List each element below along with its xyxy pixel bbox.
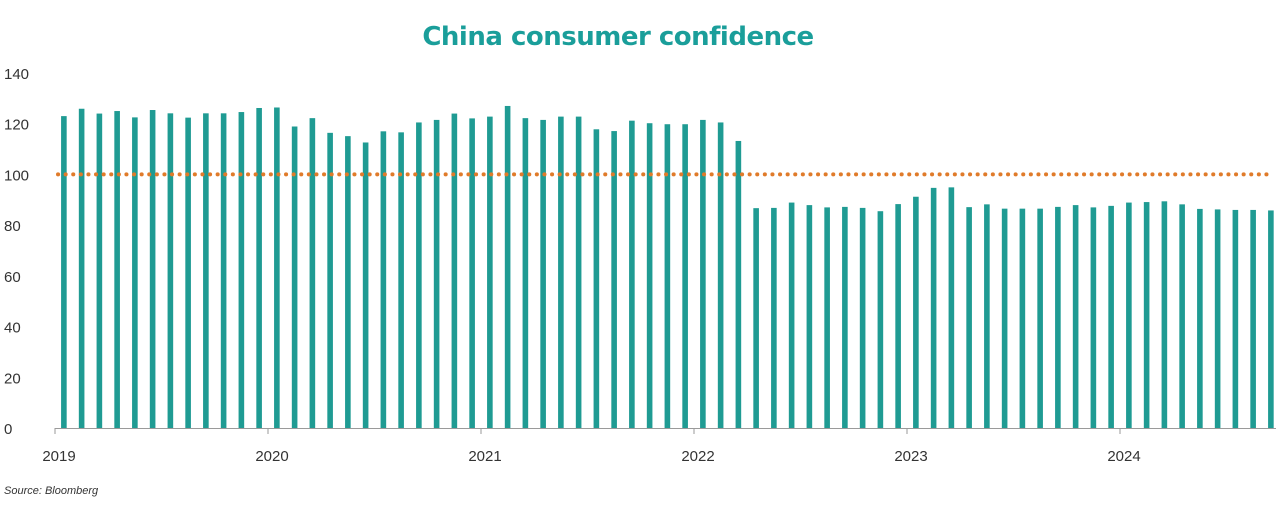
x-tick-label: 2022 bbox=[681, 448, 714, 465]
bar bbox=[1232, 209, 1239, 428]
bar bbox=[167, 113, 174, 428]
bar bbox=[291, 126, 298, 428]
y-tick-label: 140 bbox=[4, 66, 29, 83]
bar bbox=[487, 116, 493, 429]
bar bbox=[788, 202, 795, 428]
bar bbox=[1037, 208, 1043, 428]
bar bbox=[664, 124, 671, 428]
bar bbox=[96, 113, 103, 428]
x-tick-label: 2020 bbox=[255, 448, 288, 465]
bar bbox=[1250, 209, 1256, 428]
bar bbox=[309, 118, 316, 428]
bar bbox=[433, 119, 440, 428]
y-axis-ticks: 0 20 40 60 80 100 120 140 bbox=[4, 66, 29, 438]
bar bbox=[859, 207, 866, 428]
bar bbox=[345, 136, 351, 428]
bar bbox=[806, 205, 813, 428]
bar bbox=[1197, 208, 1203, 428]
bar bbox=[1143, 202, 1150, 428]
y-tick-label: 0 bbox=[4, 421, 12, 438]
bar bbox=[114, 111, 120, 428]
bar bbox=[185, 117, 191, 428]
bar bbox=[451, 113, 458, 428]
bar bbox=[78, 108, 85, 428]
bar bbox=[735, 140, 742, 428]
bar bbox=[256, 107, 262, 429]
bar bbox=[877, 211, 884, 428]
bar bbox=[1072, 205, 1079, 428]
bar bbox=[771, 207, 777, 428]
x-axis-ticks: 2019 2020 2021 2022 2023 2024 bbox=[42, 428, 1141, 465]
x-tick-label: 2024 bbox=[1107, 448, 1140, 465]
bar bbox=[1055, 206, 1061, 428]
y-tick-label: 120 bbox=[4, 117, 29, 134]
x-tick-label: 2023 bbox=[894, 448, 927, 465]
bar bbox=[416, 122, 422, 428]
bar bbox=[274, 107, 280, 429]
bar bbox=[930, 187, 937, 428]
y-tick-label: 60 bbox=[4, 269, 21, 286]
bar bbox=[132, 117, 138, 429]
bar bbox=[824, 207, 830, 428]
bar bbox=[1090, 207, 1097, 428]
bar bbox=[504, 105, 511, 429]
y-tick-label: 20 bbox=[4, 370, 21, 387]
bar bbox=[575, 116, 582, 429]
bar bbox=[398, 132, 404, 428]
bar bbox=[753, 208, 759, 428]
bar bbox=[238, 112, 245, 429]
bar bbox=[203, 113, 209, 428]
y-tick-label: 40 bbox=[4, 320, 21, 337]
y-tick-label: 100 bbox=[4, 167, 29, 184]
bar bbox=[913, 196, 919, 428]
bar bbox=[327, 132, 333, 428]
bar bbox=[1179, 204, 1185, 428]
bar bbox=[362, 142, 369, 429]
bars bbox=[61, 105, 1274, 429]
bar bbox=[1268, 210, 1274, 428]
bar bbox=[948, 187, 955, 428]
bar bbox=[966, 207, 972, 428]
bar bbox=[1126, 202, 1132, 428]
bar bbox=[469, 118, 475, 428]
bar bbox=[522, 118, 529, 428]
bar bbox=[717, 122, 724, 428]
bar bbox=[593, 129, 600, 429]
source-note: Source: Bloomberg bbox=[4, 485, 99, 497]
chart-title: China consumer confidence bbox=[422, 22, 814, 52]
bar bbox=[842, 206, 848, 428]
bar bbox=[1161, 201, 1168, 428]
bar bbox=[646, 123, 653, 429]
bar bbox=[220, 113, 227, 428]
bar bbox=[540, 119, 546, 428]
bar bbox=[61, 116, 67, 429]
bar bbox=[700, 119, 706, 428]
bar bbox=[984, 204, 990, 428]
bar bbox=[1214, 209, 1221, 428]
bar bbox=[149, 110, 156, 429]
x-tick-label: 2021 bbox=[468, 448, 501, 465]
bar bbox=[629, 120, 635, 429]
y-tick-label: 80 bbox=[4, 218, 21, 235]
bar bbox=[682, 124, 688, 428]
bar bbox=[1108, 205, 1114, 428]
bar bbox=[558, 116, 564, 429]
x-tick-label: 2019 bbox=[42, 448, 75, 465]
bar bbox=[380, 131, 387, 428]
bar bbox=[1001, 208, 1008, 428]
bar bbox=[1019, 208, 1026, 428]
bar bbox=[895, 204, 901, 428]
bar bbox=[611, 131, 617, 428]
